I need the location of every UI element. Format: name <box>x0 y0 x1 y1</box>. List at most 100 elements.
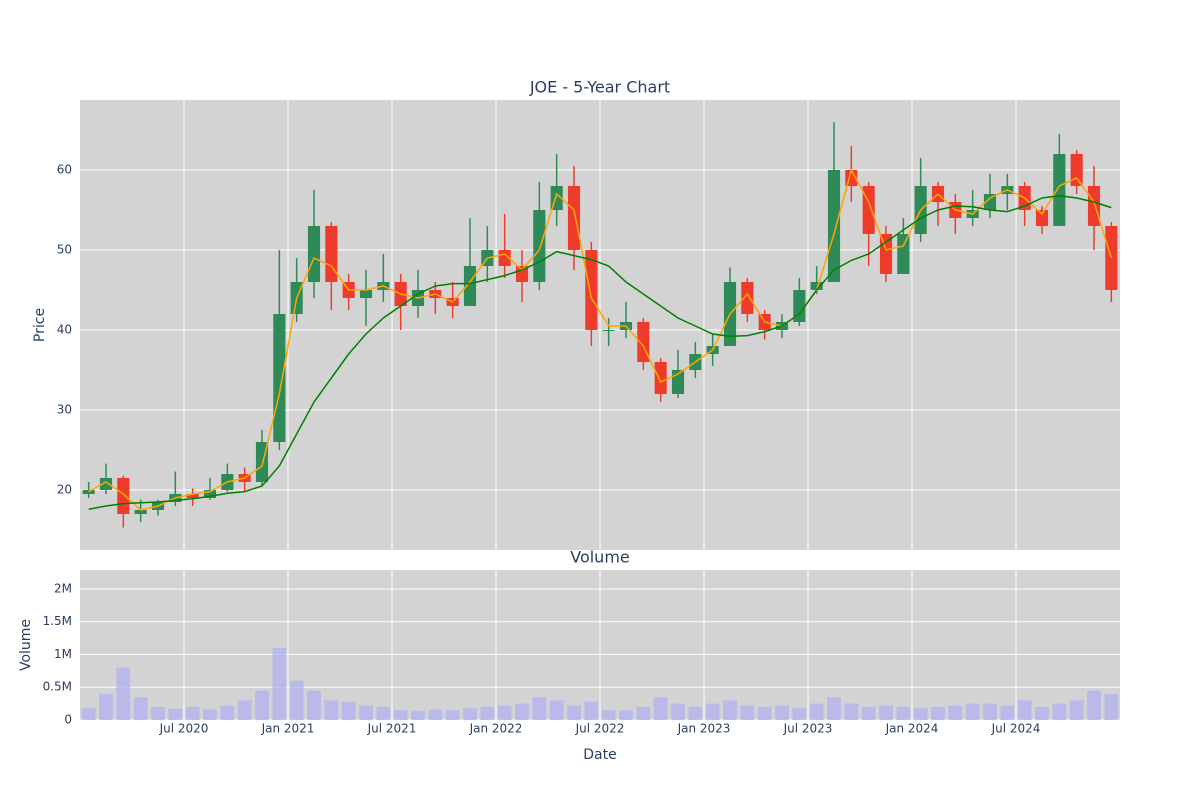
y-tick-label: 40 <box>57 323 72 337</box>
volume-bar <box>827 697 841 720</box>
volume-bar <box>532 697 547 720</box>
volume-bar <box>168 708 183 720</box>
volume-bar <box>289 680 304 720</box>
volume-bar <box>185 706 200 720</box>
x-axis-title: Date <box>583 747 616 763</box>
x-tick-label: Jan 2022 <box>469 722 523 736</box>
volume-bar <box>237 700 252 720</box>
candle-body <box>186 494 199 498</box>
volume-bar <box>792 708 807 720</box>
volume-bar <box>463 708 477 720</box>
volume-bar <box>1087 690 1101 720</box>
candle-body <box>359 290 373 298</box>
moving-average-line <box>88 167 1113 511</box>
candle-body <box>862 186 875 234</box>
volume-bar <box>636 706 651 720</box>
volume-bar <box>116 667 131 720</box>
volume-bar <box>341 701 356 720</box>
volume-bar <box>965 703 980 720</box>
chart-title: JOE - 5-Year Chart <box>529 78 670 97</box>
volume-bar <box>948 705 963 720</box>
volume-bar <box>619 710 633 720</box>
y-tick-label: 50 <box>57 243 72 257</box>
candle-body <box>1053 154 1066 226</box>
volume-bar <box>99 693 113 720</box>
volume-bar <box>688 706 703 720</box>
volume-bar <box>393 710 408 720</box>
volume-bar <box>931 706 945 720</box>
volume-bar <box>879 705 893 720</box>
x-tick-label: Jul 2023 <box>783 722 833 736</box>
candle-body <box>1035 210 1049 226</box>
candle-body <box>602 330 615 331</box>
volume-bar <box>757 706 772 720</box>
volume-bar <box>671 703 685 720</box>
volume-bar <box>740 705 755 720</box>
volume-bar <box>307 690 321 720</box>
volume-bar <box>272 647 287 720</box>
candle-body <box>325 226 338 282</box>
y-tick-label: 1M <box>54 647 72 661</box>
candle-body <box>82 490 95 494</box>
x-tick-label: Jul 2022 <box>575 722 625 736</box>
volume-bar <box>497 705 512 720</box>
volume-bar <box>445 710 460 720</box>
candle-body <box>654 362 667 394</box>
candle-body <box>1070 154 1083 186</box>
candle-body <box>463 266 477 306</box>
volume-bar <box>1000 705 1015 720</box>
volume-bar <box>983 703 997 720</box>
candle-body <box>203 490 217 498</box>
y-tick-label: 60 <box>57 163 72 177</box>
moving-average-line <box>88 194 1112 510</box>
candle-body <box>117 478 130 514</box>
candle-body <box>567 186 581 250</box>
volume-bar <box>428 709 443 720</box>
candle-body <box>585 250 598 330</box>
volume-bar <box>411 710 425 720</box>
x-tick-label: Jul 2020 <box>159 722 209 736</box>
y-tick-label: 0 <box>64 713 72 727</box>
candle-body <box>793 290 806 322</box>
y-axis-title: Price <box>32 308 48 342</box>
y-tick-label: 1.5M <box>43 614 72 628</box>
volume-bar <box>601 710 616 720</box>
y-tick-label: 2M <box>54 581 72 595</box>
volume-bar <box>723 700 737 720</box>
volume-bar <box>376 706 391 720</box>
volume-bar <box>1052 703 1067 720</box>
volume-bar <box>861 706 876 720</box>
volume-bar <box>1035 706 1049 720</box>
x-tick-label: Jan 2023 <box>677 722 731 736</box>
volume-bar <box>359 705 373 720</box>
candle-body <box>515 266 529 282</box>
x-tick-label: Jul 2021 <box>367 722 417 736</box>
candle-body <box>897 234 910 274</box>
volume-bar <box>1017 700 1032 720</box>
subplot-title: Volume <box>570 548 630 567</box>
volume-bar <box>133 697 148 720</box>
volume-bar <box>81 708 96 720</box>
volume-bar <box>705 703 720 720</box>
x-tick-label: Jan 2024 <box>885 722 939 736</box>
candle-body <box>983 194 997 210</box>
candle-body <box>134 510 147 514</box>
volume-bar <box>549 700 564 720</box>
x-tick-label: Jan 2021 <box>261 722 315 736</box>
y-axis-title: Volume <box>18 619 34 671</box>
candle-body <box>99 478 113 490</box>
y-tick-label: 30 <box>57 403 72 417</box>
volume-bar <box>775 705 789 720</box>
x-tick-label: Jul 2024 <box>991 722 1041 736</box>
volume-bar <box>151 706 165 720</box>
candle-body <box>307 226 321 282</box>
y-tick-label: 0.5M <box>43 680 72 694</box>
volume-bar <box>844 703 859 720</box>
candle-body <box>810 282 823 290</box>
volume-bar <box>480 706 495 720</box>
volume-bar <box>515 703 529 720</box>
volume-bar <box>896 706 911 720</box>
candle-body <box>533 210 546 282</box>
candle-body <box>1087 186 1101 226</box>
